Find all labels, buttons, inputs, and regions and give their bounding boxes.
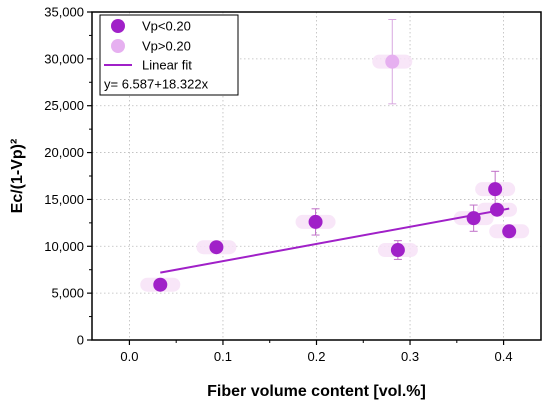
y-tick-label: 35,000	[44, 5, 84, 20]
y-tick-label: 10,000	[44, 239, 84, 254]
axis-ticks: 0.0 0.1 0.2 0.3 0.4 0 5,000 10,000 15,000 20,000 2…	[44, 5, 512, 365]
grid-lines	[92, 12, 541, 340]
data-point-vp-low	[209, 240, 224, 255]
data-point-vp-low	[502, 224, 517, 239]
data-point-vp-low	[488, 182, 503, 197]
y-tick-label: 20,000	[44, 145, 84, 160]
x-tick-label: 0.3	[401, 349, 419, 364]
y-tick-label: 15,000	[44, 192, 84, 207]
data-point-vp-low	[490, 202, 505, 217]
x-tick-label: 0.2	[307, 349, 325, 364]
legend-label-vp-high: Vp>0.20	[142, 39, 191, 54]
y-tick-label: 0	[77, 333, 84, 348]
legend-marker-vp-low	[111, 19, 125, 33]
data-point-vp-low	[308, 214, 323, 229]
y-tick-label: 25,000	[44, 98, 84, 113]
x-tick-label: 0.0	[120, 349, 138, 364]
fit-equation: y= 6.587+18.322x	[104, 77, 209, 92]
legend-marker-vp-high	[111, 39, 125, 53]
x-tick-label: 0.4	[495, 349, 513, 364]
fit-line	[160, 207, 510, 274]
fit-line-group	[160, 207, 510, 274]
legend: Vp<0.20 Vp>0.20 Linear fit y= 6.587+18.3…	[99, 14, 239, 96]
x-tick-label: 0.1	[214, 349, 232, 364]
x-axis-title: Fiber volume content [vol.%]	[207, 383, 426, 400]
legend-label-vp-low: Vp<0.20	[142, 19, 191, 34]
y-tick-label: 5,000	[51, 286, 84, 301]
legend-label-fit: Linear fit	[142, 58, 192, 73]
y-axis-title: Ec/(1-Vp)²	[9, 139, 26, 214]
data-points	[153, 54, 517, 292]
data-point-vp-low	[466, 211, 481, 226]
data-point-vp-low	[390, 243, 405, 258]
data-point-vp-low	[153, 277, 168, 292]
y-tick-label: 30,000	[44, 51, 84, 66]
data-point-vp-high	[385, 54, 400, 69]
